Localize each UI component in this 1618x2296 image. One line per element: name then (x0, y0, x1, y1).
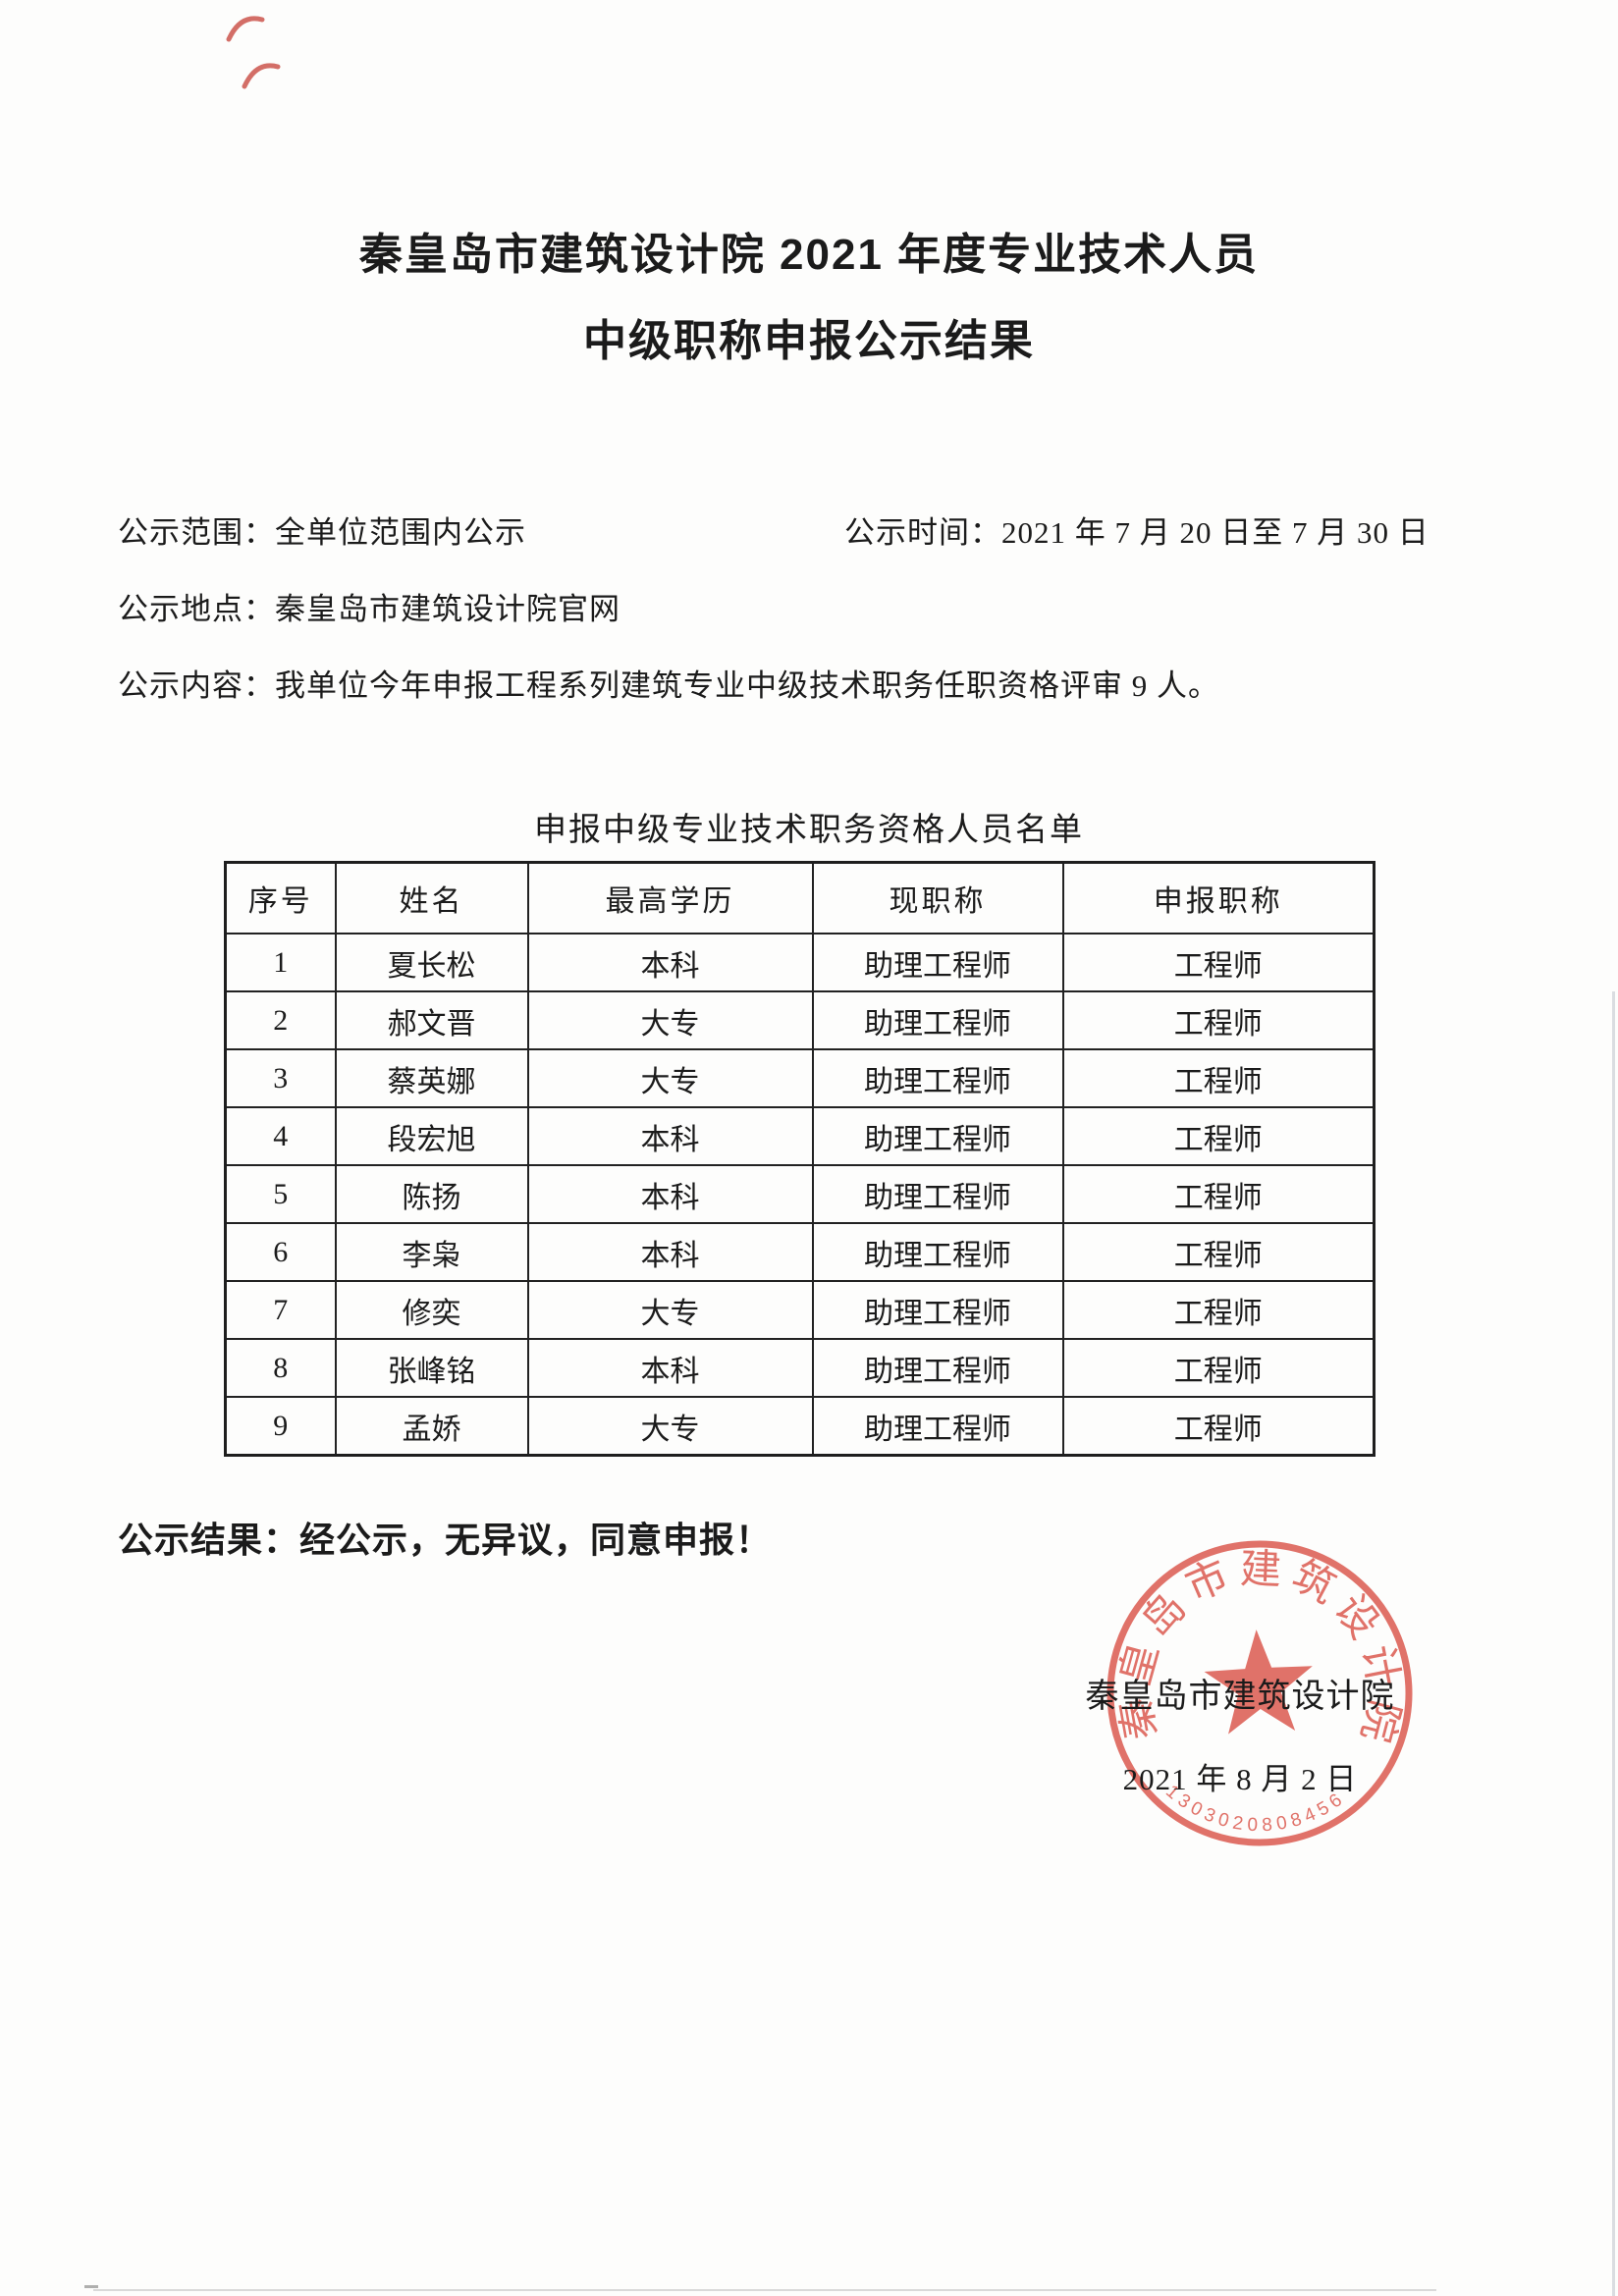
publicity-content: 公示内容：我单位今年申报工程系列建筑专业中级技术职务任职资格评审 9 人。 (118, 661, 1219, 705)
cell-name: 夏长松 (334, 933, 529, 992)
cell-applied-title: 工程师 (1061, 1396, 1375, 1457)
cell-name: 段宏旭 (334, 1106, 529, 1166)
publicity-place: 公示地点：秦皇岛市建筑设计院官网 (118, 584, 620, 628)
signature-org: 秦皇岛市建筑设计院 (1085, 1679, 1395, 1715)
table-row: 9 孟娇 大专 助理工程师 工程师 (224, 1396, 1375, 1457)
table-row: 7 修奕 大专 助理工程师 工程师 (224, 1280, 1375, 1340)
table-row: 8 张峰铭 本科 助理工程师 工程师 (224, 1338, 1375, 1398)
publicity-time-label: 公示时间： (844, 515, 1001, 550)
cell-index: 2 (224, 990, 337, 1050)
cell-education: 大专 (526, 990, 814, 1050)
cell-applied-title: 工程师 (1061, 990, 1375, 1050)
roster-table-title: 申报中级专业技术职务资格人员名单 (534, 813, 1084, 848)
cell-education: 本科 (526, 1106, 814, 1166)
document-title-line1: 秦皇岛市建筑设计院 2021 年度专业技术人员 (358, 231, 1260, 279)
publicity-result: 公示结果：经公示，无异议，同意申报！ (118, 1512, 772, 1563)
table-row: 3 蔡英娜 大专 助理工程师 工程师 (224, 1048, 1375, 1108)
cell-name: 陈扬 (334, 1164, 529, 1224)
publicity-scope: 公示范围：全单位范围内公示 (118, 507, 526, 552)
official-seal: 秦皇岛市建筑设计院 1303020808456 (1105, 1539, 1413, 1846)
seal-ring (1106, 1540, 1413, 1846)
cell-current-title: 助理工程师 (811, 1222, 1064, 1282)
cell-applied-title: 工程师 (1061, 1164, 1375, 1224)
cell-current-title: 助理工程师 (811, 1280, 1064, 1340)
cell-name: 李枭 (334, 1222, 529, 1282)
document-title: 秦皇岛市建筑设计院 2021 年度专业技术人员 中级职称申报公示结果 (0, 234, 1618, 363)
cell-applied-title: 工程师 (1061, 933, 1375, 992)
roster-table: 序号 姓名 最高学历 现职称 申报职称 1 夏长松 本科 助理工程师 工程师 2… (224, 861, 1375, 1457)
cell-name: 孟娇 (334, 1396, 529, 1457)
cell-current-title: 助理工程师 (811, 933, 1064, 992)
col-header-index: 序号 (224, 861, 337, 934)
cell-index: 4 (224, 1106, 337, 1166)
publicity-content-value: 我单位今年申报工程系列建筑专业中级技术职务任职资格评审 9 人。 (275, 668, 1219, 703)
publicity-scope-value: 全单位范围内公示 (275, 515, 526, 550)
cell-name: 修奕 (334, 1280, 529, 1340)
publicity-result-label: 公示结果： (118, 1520, 300, 1560)
seal-star-icon (1204, 1629, 1313, 1735)
publicity-place-label: 公示地点： (118, 592, 275, 626)
cell-name: 张峰铭 (334, 1338, 529, 1398)
cell-education: 本科 (526, 1164, 814, 1224)
col-header-applied-title: 申报职称 (1061, 861, 1375, 934)
cell-applied-title: 工程师 (1061, 1048, 1375, 1108)
table-row: 2 郝文晋 大专 助理工程师 工程师 (224, 990, 1375, 1050)
cell-current-title: 助理工程师 (811, 990, 1064, 1050)
cell-education: 大专 (526, 1280, 814, 1340)
cell-applied-title: 工程师 (1061, 1338, 1375, 1398)
cell-education: 大专 (526, 1048, 814, 1108)
table-header-row: 序号 姓名 最高学历 现职称 申报职称 (224, 861, 1375, 934)
scan-bottom-line (93, 2289, 1436, 2291)
cell-applied-title: 工程师 (1061, 1222, 1375, 1282)
cell-education: 本科 (526, 1222, 814, 1282)
col-header-current-title: 现职称 (811, 861, 1064, 934)
cell-index: 1 (224, 933, 337, 992)
cell-current-title: 助理工程师 (811, 1106, 1064, 1166)
cell-current-title: 助理工程师 (811, 1164, 1064, 1224)
publicity-time: 公示时间：2021 年 7 月 20 日至 7 月 30 日 (844, 507, 1429, 552)
col-header-name: 姓名 (334, 861, 529, 934)
publicity-scope-label: 公示范围： (118, 515, 275, 550)
cell-current-title: 助理工程师 (811, 1396, 1064, 1457)
cell-index: 8 (224, 1338, 337, 1398)
publicity-place-value: 秦皇岛市建筑设计院官网 (275, 592, 620, 626)
table-row: 6 李枭 本科 助理工程师 工程师 (224, 1222, 1375, 1282)
cell-name: 蔡英娜 (334, 1048, 529, 1108)
table-row: 4 段宏旭 本科 助理工程师 工程师 (224, 1106, 1375, 1166)
cell-index: 7 (224, 1280, 337, 1340)
publicity-time-value: 2021 年 7 月 20 日至 7 月 30 日 (1001, 515, 1429, 550)
cell-applied-title: 工程师 (1061, 1106, 1375, 1166)
scan-bottom-tick (84, 2285, 98, 2288)
cell-index: 3 (224, 1048, 337, 1108)
cell-applied-title: 工程师 (1061, 1280, 1375, 1340)
signature-date: 2021 年 8 月 2 日 (1122, 1762, 1358, 1796)
publicity-result-value: 经公示，无异议，同意申报！ (299, 1520, 773, 1560)
cell-name: 郝文晋 (334, 990, 529, 1050)
col-header-education: 最高学历 (526, 861, 814, 934)
red-ink-artifact (226, 16, 281, 89)
table-row: 5 陈扬 本科 助理工程师 工程师 (224, 1164, 1375, 1224)
cell-education: 大专 (526, 1396, 814, 1457)
publicity-content-label: 公示内容： (118, 668, 275, 703)
cell-education: 本科 (526, 1338, 814, 1398)
cell-current-title: 助理工程师 (811, 1338, 1064, 1398)
cell-index: 5 (224, 1164, 337, 1224)
table-row: 1 夏长松 本科 助理工程师 工程师 (224, 933, 1375, 992)
cell-current-title: 助理工程师 (811, 1048, 1064, 1108)
cell-index: 6 (224, 1222, 337, 1282)
cell-education: 本科 (526, 933, 814, 992)
scan-edge-line (1612, 991, 1615, 2296)
signature-block: 秦皇岛市建筑设计院 2021 年 8 月 2 日 (1044, 1669, 1436, 1798)
cell-index: 9 (224, 1396, 337, 1457)
document-title-line2: 中级职称申报公示结果 (583, 317, 1035, 365)
